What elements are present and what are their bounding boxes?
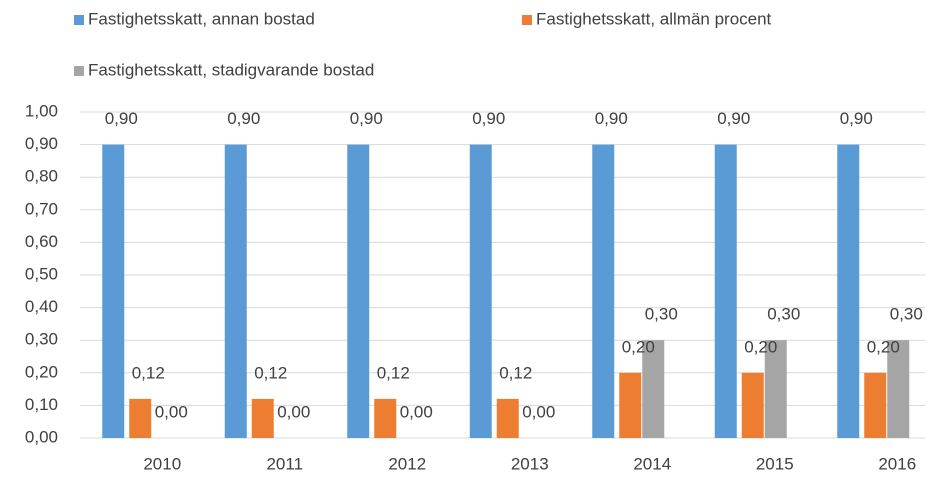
x-tick-label: 2010 (143, 454, 181, 473)
data-label: 0,00 (400, 402, 433, 421)
x-tick-label: 2012 (388, 454, 426, 473)
data-label: 0,20 (622, 337, 655, 356)
legend-swatch (74, 15, 84, 25)
y-tick-label: 0,70 (25, 199, 58, 218)
x-tick-label: 2014 (633, 454, 671, 473)
y-tick-label: 0,40 (25, 297, 58, 316)
data-label: 0,12 (254, 363, 287, 382)
data-label: 0,12 (132, 363, 165, 382)
bar (102, 144, 125, 438)
y-tick-label: 0,20 (25, 362, 58, 381)
legend-label: Fastighetsskatt, allmän procent (536, 9, 772, 28)
data-label: 0,90 (472, 109, 505, 128)
data-label: 0,30 (767, 305, 800, 324)
bar (887, 340, 910, 438)
bar (864, 372, 887, 438)
data-label: 0,12 (499, 363, 532, 382)
legend-label: Fastighetsskatt, stadigvarande bostad (88, 60, 374, 79)
data-label: 0,20 (867, 337, 900, 356)
x-tick-label: 2016 (878, 454, 916, 473)
y-tick-label: 0,00 (25, 427, 58, 446)
bar (469, 144, 492, 438)
y-tick-label: 0,50 (25, 264, 58, 283)
y-tick-label: 0,90 (25, 134, 58, 153)
data-label: 0,00 (277, 402, 310, 421)
bar (347, 144, 370, 438)
data-label: 0,30 (645, 305, 678, 324)
data-label: 0,12 (377, 363, 410, 382)
x-tick-label: 2015 (756, 454, 794, 473)
data-label: 0,90 (595, 109, 628, 128)
data-label: 0,30 (890, 305, 923, 324)
y-tick-label: 0,60 (25, 232, 58, 251)
x-tick-label: 2011 (266, 454, 303, 473)
bar (592, 144, 615, 438)
bar (741, 372, 764, 438)
y-tick-label: 0,10 (25, 395, 58, 414)
data-label: 0,90 (840, 109, 873, 128)
bar (496, 398, 519, 438)
bar (129, 398, 152, 438)
bar (374, 398, 397, 438)
y-tick-label: 0,30 (25, 330, 58, 349)
data-label: 0,90 (105, 109, 138, 128)
x-tick-label: 2013 (511, 454, 549, 473)
data-label: 0,90 (227, 109, 260, 128)
bar (642, 340, 665, 438)
legend-swatch (522, 15, 532, 25)
y-tick-label: 0,80 (25, 167, 58, 186)
y-tick-label: 1,00 (25, 101, 58, 120)
data-label: 0,00 (155, 402, 188, 421)
bar (224, 144, 247, 438)
data-label: 0,00 (522, 402, 555, 421)
bar (251, 398, 274, 438)
legend-swatch (74, 66, 84, 76)
bar (714, 144, 737, 438)
bar (837, 144, 860, 438)
legend-label: Fastighetsskatt, annan bostad (88, 9, 315, 28)
data-label: 0,90 (350, 109, 383, 128)
data-label: 0,20 (744, 337, 777, 356)
data-label: 0,90 (717, 109, 750, 128)
bar (619, 372, 642, 438)
bar (764, 340, 787, 438)
